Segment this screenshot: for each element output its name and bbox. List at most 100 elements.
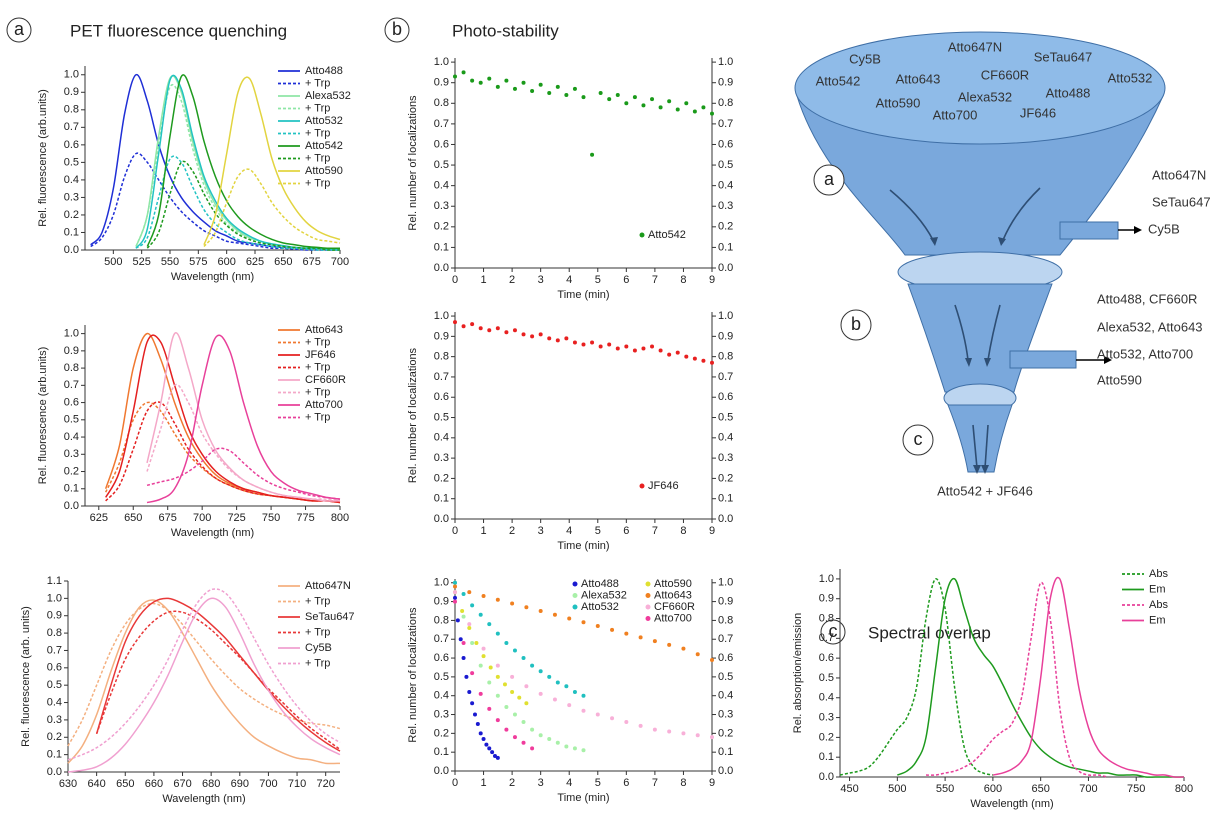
point [667,352,672,357]
arrow-heads [930,226,1142,474]
x-tick-label: 700 [193,512,211,524]
point [695,652,700,657]
x-tick-label: 9 [709,274,715,286]
line [67,597,341,773]
y-tick-label: 0.7 [47,644,62,656]
point [638,723,643,728]
point [624,101,629,106]
point [590,340,595,345]
point [487,746,492,751]
point [641,103,646,108]
arrow-head [1134,226,1142,234]
x-tick-label: 800 [1175,783,1193,795]
line [90,152,340,251]
point [512,712,517,717]
dye-label: Atto647N [948,39,1002,54]
point [638,635,643,640]
dye-label: Atto532 [1108,70,1153,85]
x-tick-label: 660 [145,778,163,790]
point [564,684,569,689]
y-tick-label-right: 0.6 [718,138,733,150]
chart: 0.0 0.0 0.1 0.1 0.2 0.2 0.3 0.3 0.4 0.4 0.5 0.5 0.6 0… [407,310,733,552]
x-tick-label: 750 [1127,783,1145,795]
point [461,324,466,329]
point [487,622,492,627]
legend-swatch [639,483,645,489]
point [547,737,552,741]
output-label: SeTau647 [1152,194,1211,209]
point [484,742,489,747]
chart: 0.0 0.1 0.2 0.3 0.4 0.5 0.6 0.7 0.8 0.9 1.0 1.1 630 6… [20,575,355,805]
y-axis-label: Rel. fluorescence (arb.units) [37,89,49,227]
y-tick-label-right: 0.4 [718,432,733,444]
legend-label: + Trp [305,152,330,164]
panel-label: b [392,19,402,39]
legend-label: JF646 [648,480,679,492]
x-axis-label: Wavelength (nm) [162,793,245,805]
point [521,332,526,337]
point [517,695,522,700]
x-tick-label: 750 [262,512,280,524]
y-tick-label: 0.5 [434,159,449,171]
y-tick-label: 1.1 [47,575,62,587]
point [692,356,697,361]
point [701,105,706,110]
y-tick-label: 0.9 [434,77,449,89]
legend-label: Atto488 [305,65,343,77]
point [453,584,457,589]
point [495,84,500,89]
y-tick-label: 0.2 [434,221,449,233]
y-tick-label: 0.4 [434,690,449,702]
point [467,689,472,694]
legend-label: + Trp [305,626,330,638]
point [564,336,569,341]
point [632,348,637,353]
y-axis-label: Rel. fluorescence (arb. units) [20,606,32,747]
point [478,731,483,736]
point [481,646,486,651]
y-tick-label-right: 0.7 [718,371,733,383]
y-tick-label: 0.7 [64,121,79,133]
point [567,703,572,708]
x-axis-label: Wavelength (nm) [171,271,254,283]
point [495,663,500,668]
point [467,625,472,630]
legend-label: Atto542 [305,140,343,152]
line [925,581,1108,778]
dye-label: CF660R [981,67,1029,82]
legend-swatch [639,232,645,238]
point [478,80,483,85]
y-tick-label: 0.5 [434,411,449,423]
legend-label: Alexa532 [305,90,351,102]
legend-swatch [572,604,578,610]
point [504,78,509,83]
x-tick-label: 1 [480,274,486,286]
point [495,718,500,723]
point [510,601,515,606]
point [547,91,552,95]
x-tick-label: 0 [452,525,458,537]
legend-label: Cy5B [305,642,332,654]
output-label: Alexa532, Atto643 [1097,319,1203,334]
point [555,740,560,745]
dye-label: JF646 [1020,105,1056,120]
stage-circle [840,309,872,341]
line [897,577,1184,778]
stage-circle [902,424,934,456]
x-tick-label: 2 [509,274,515,286]
point [641,346,646,351]
point [521,740,526,745]
y-tick-label-right: 0.3 [718,452,733,464]
x-tick-label: 650 [124,512,142,524]
point [572,86,577,91]
point [624,720,629,725]
y-tick-label-right: 0.2 [718,221,733,233]
point [453,595,457,600]
point [504,727,509,732]
x-tick-label: 500 [104,256,122,268]
point [652,639,657,644]
arrow [987,304,1001,361]
point [521,80,526,85]
y-tick-label-right: 0.3 [718,708,733,720]
panel-label: a [14,19,25,39]
